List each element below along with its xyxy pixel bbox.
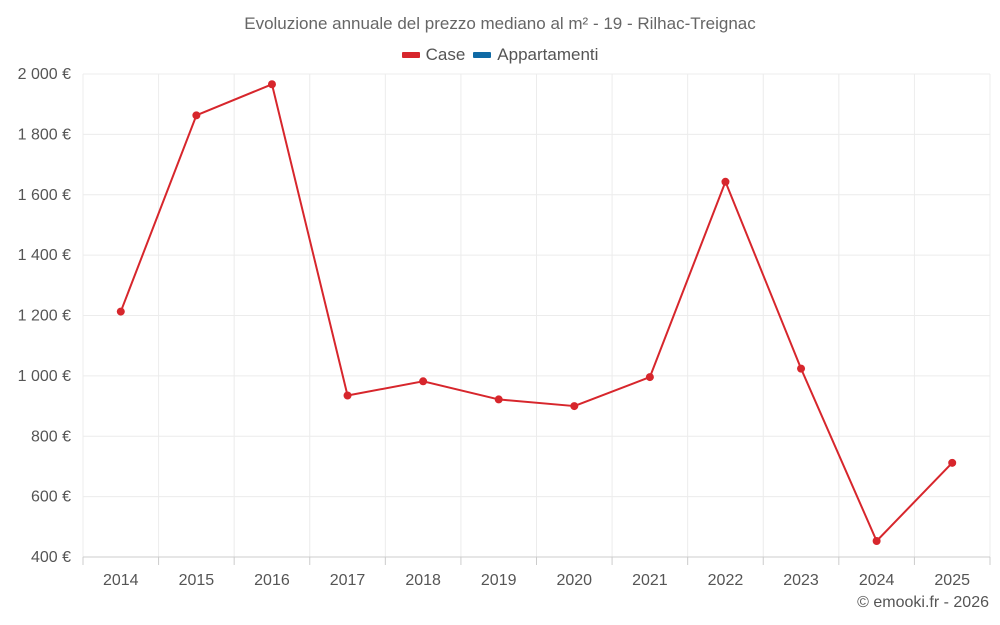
y-tick-label: 1 200 €	[18, 308, 71, 325]
data-point[interactable]	[267, 80, 276, 89]
series-line-case	[119, 83, 953, 543]
y-tick-label: 600 €	[31, 489, 71, 506]
legend-swatch-appartamenti	[473, 52, 492, 58]
data-point[interactable]	[872, 537, 881, 546]
grid	[82, 73, 991, 557]
y-tick-label: 1 800 €	[18, 126, 71, 143]
data-point[interactable]	[797, 364, 806, 373]
x-tick-label: 2024	[859, 572, 895, 589]
x-tick-label: 2017	[330, 572, 366, 589]
x-tick-label: 2014	[103, 572, 139, 589]
x-tick-label: 2021	[632, 572, 668, 589]
x-tick-label: 2019	[481, 572, 517, 589]
x-tick-label: 2016	[254, 572, 290, 589]
data-point[interactable]	[419, 377, 428, 386]
chart-title: Evoluzione annuale del prezzo mediano al…	[244, 14, 756, 33]
legend: Case Appartamenti	[0, 45, 1000, 65]
data-point[interactable]	[948, 458, 957, 467]
legend-swatch-case	[401, 52, 420, 58]
x-tick-label: 2023	[783, 572, 819, 589]
x-tick-label: 2022	[708, 572, 744, 589]
x-tick-label: 2025	[934, 572, 970, 589]
y-tick-label: 1 400 €	[18, 247, 71, 264]
data-point[interactable]	[570, 402, 579, 411]
legend-label-appartamenti: Appartamenti	[497, 45, 599, 64]
x-tick-label: 2020	[556, 572, 592, 589]
x-tick-label: 2018	[405, 572, 441, 589]
legend-item-case[interactable]: Case	[401, 45, 466, 65]
axes: 400 € 600 € 800 € 1 000 € 1 200 € 1 400 € 1 60…	[18, 66, 991, 589]
series-case	[116, 80, 957, 546]
data-point[interactable]	[343, 391, 352, 400]
data-point[interactable]	[116, 307, 125, 316]
x-tick-label: 2015	[179, 572, 215, 589]
data-point[interactable]	[721, 177, 730, 186]
y-tick-label: 400 €	[31, 549, 71, 566]
legend-item-appartamenti[interactable]: Appartamenti	[473, 45, 598, 65]
credit-text: © emooki.fr - 2026	[857, 594, 989, 611]
data-point[interactable]	[494, 395, 503, 404]
y-tick-label: 1 600 €	[18, 187, 71, 204]
legend-label-case: Case	[425, 45, 466, 64]
data-point[interactable]	[192, 111, 201, 120]
y-tick-label: 800 €	[31, 428, 71, 445]
y-tick-label: 1 000 €	[18, 368, 71, 385]
data-point[interactable]	[645, 373, 654, 382]
y-tick-label: 2 000 €	[18, 66, 71, 83]
